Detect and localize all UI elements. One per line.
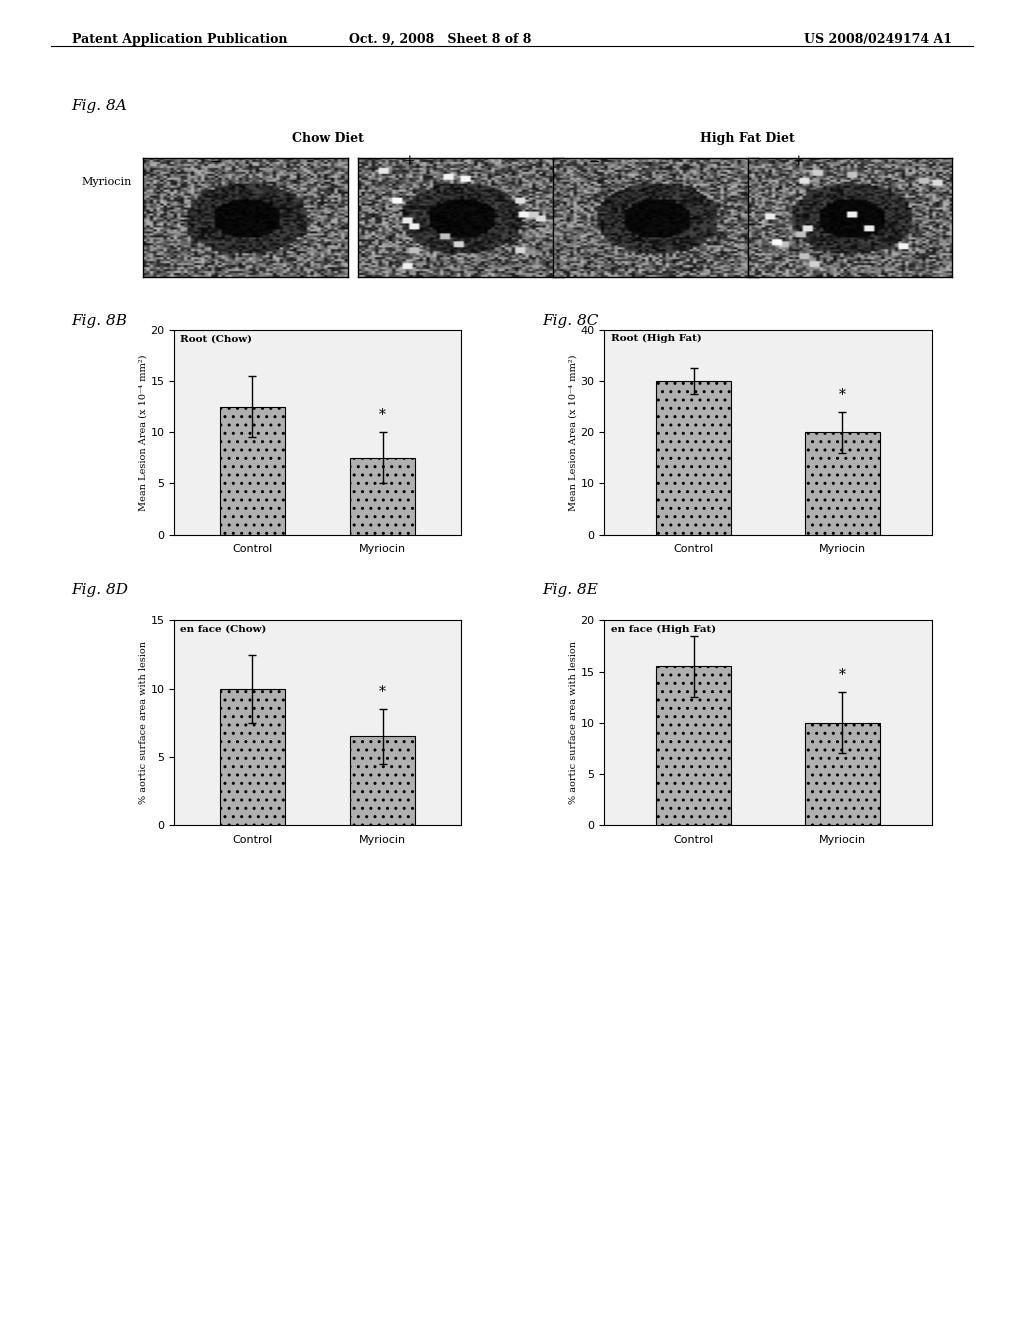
Text: Fig. 8C: Fig. 8C <box>543 314 599 329</box>
Text: US 2008/0249174 A1: US 2008/0249174 A1 <box>804 33 952 46</box>
Text: Fig. 8B: Fig. 8B <box>72 314 128 329</box>
Text: *: * <box>839 668 846 681</box>
Text: Patent Application Publication: Patent Application Publication <box>72 33 287 46</box>
Bar <box>220 407 285 535</box>
Text: −: − <box>588 154 600 169</box>
Bar <box>350 458 415 535</box>
Text: −: − <box>209 154 221 169</box>
Text: Fig. 8E: Fig. 8E <box>543 583 599 598</box>
Text: +: + <box>793 154 805 169</box>
Bar <box>350 737 415 825</box>
Text: Oct. 9, 2008   Sheet 8 of 8: Oct. 9, 2008 Sheet 8 of 8 <box>349 33 531 46</box>
Y-axis label: Mean Lesion Area (x 10⁻⁴ mm²): Mean Lesion Area (x 10⁻⁴ mm²) <box>138 354 147 511</box>
Text: *: * <box>839 388 846 401</box>
Y-axis label: Mean Lesion Area (x 10⁻⁴ mm²): Mean Lesion Area (x 10⁻⁴ mm²) <box>568 354 578 511</box>
Text: Fig. 8A: Fig. 8A <box>72 99 127 114</box>
Bar <box>656 667 731 825</box>
Text: Myriocin: Myriocin <box>82 177 132 187</box>
Text: Fig. 8D: Fig. 8D <box>72 583 129 598</box>
Bar <box>805 433 880 535</box>
Text: en face (Chow): en face (Chow) <box>180 624 266 634</box>
Text: High Fat Diet: High Fat Diet <box>700 132 795 145</box>
Text: *: * <box>379 685 386 698</box>
Bar <box>656 381 731 535</box>
Text: Root (High Fat): Root (High Fat) <box>610 334 701 343</box>
Bar <box>220 689 285 825</box>
Text: en face (High Fat): en face (High Fat) <box>610 624 716 634</box>
Bar <box>805 722 880 825</box>
Text: *: * <box>379 408 386 422</box>
Y-axis label: % aortic surface area with lesion: % aortic surface area with lesion <box>138 642 147 804</box>
Text: +: + <box>403 154 416 169</box>
Text: Chow Diet: Chow Diet <box>292 132 364 145</box>
Y-axis label: % aortic surface area with lesion: % aortic surface area with lesion <box>568 642 578 804</box>
Text: Root (Chow): Root (Chow) <box>180 334 252 343</box>
